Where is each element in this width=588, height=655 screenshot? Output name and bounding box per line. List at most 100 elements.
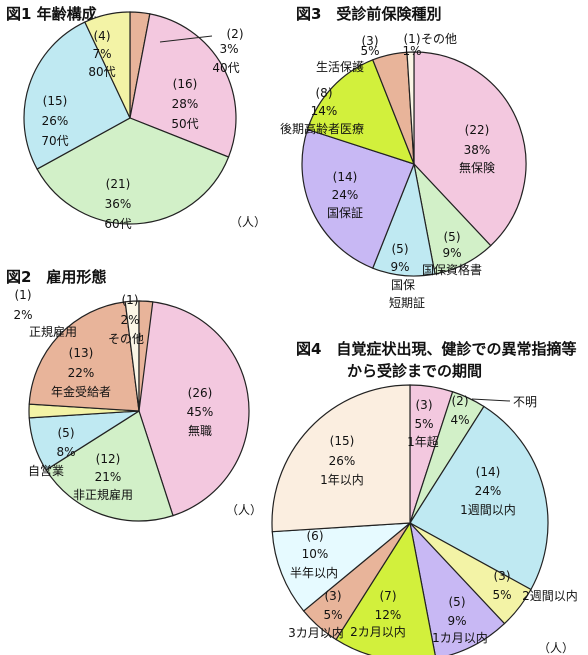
slice-percent: 14%	[311, 104, 338, 118]
slice-count: (8)	[316, 86, 333, 100]
slice-percent: 24%	[475, 484, 502, 498]
slice-percent: 21%	[95, 470, 122, 484]
chart-title: 図1 年齢構成	[6, 5, 97, 23]
slice-count: (1)	[15, 288, 32, 302]
chart-insurance-type: 図3 受診前保険種別 (22) 38% 無保険 (5) 9% 国保資格書 (5) 9% 国保短期…	[280, 5, 527, 310]
pie-slice-80代	[84, 11, 131, 119]
slice-name: 3カ月以内	[288, 626, 344, 640]
slice-count: (21)	[106, 177, 131, 191]
slice-percent: 24%	[332, 188, 359, 202]
slice-count: (5)	[392, 242, 409, 256]
slice-labels: (2)3% 40代 (16) 28% 50代 (21) 36% 60代 (15) 26% 70代 (4…	[41, 27, 243, 231]
slice-percent: 5%	[492, 588, 511, 602]
slice-name: 50代	[171, 117, 198, 131]
unit-label: （人）	[538, 641, 574, 655]
slice-labels: (26) 45% 無職 (12) 21% 非正規雇用 (5) 8% 自営業 (13) 22% 年金受給…	[13, 288, 213, 502]
leader-line	[471, 398, 511, 402]
slice-count: (1)	[122, 293, 139, 307]
slice-percent: 28%	[172, 97, 199, 111]
slice-percent: 38%	[464, 143, 491, 157]
slice-count: (14)	[476, 465, 501, 479]
pie-slice-1週間以内	[409, 405, 549, 591]
slice-percent: 2%	[13, 308, 32, 322]
slice-name: 後期高齢者医療	[280, 121, 364, 136]
slice-percent: 1%	[402, 44, 421, 58]
slice-name: 国保資格書	[422, 262, 482, 277]
pie-slice-年金受給者	[28, 301, 140, 412]
pie-slice-その他	[406, 51, 415, 165]
slice-name: 1週間以内	[460, 503, 516, 517]
chart-period-to-visit: 図4 自覚症状出現、健診での異常指摘等 から受診までの期間 （人） (3) 5% 1…	[271, 340, 578, 655]
slice-name: 無職	[188, 423, 212, 438]
pie-slice-無職	[138, 300, 250, 517]
chart-title-line-2: から受診までの期間	[347, 362, 482, 380]
slice-count: (26)	[188, 386, 213, 400]
unit-label: （人）	[226, 503, 262, 517]
slice-name: その他	[108, 332, 144, 346]
slice-count: (3)	[494, 569, 511, 583]
pie-slice-1年以内	[271, 384, 411, 533]
slice-percent: 4%	[450, 413, 469, 427]
slice-name: 1年超	[407, 434, 439, 449]
chart-title: 図3 受診前保険種別	[296, 5, 441, 23]
slice-percent: 9%	[447, 614, 466, 628]
pie-slice-その他	[138, 300, 154, 412]
pie-slice-1カ月以内	[409, 521, 506, 655]
slice-count: (5)	[58, 426, 75, 440]
slice-name: 80代	[88, 65, 115, 79]
slice-percent: 5%	[323, 608, 342, 622]
pie-slice-2カ月以内	[335, 521, 436, 655]
slice-percent: 22%	[68, 366, 95, 380]
slice-name-line-1: 国保	[391, 278, 415, 292]
slice-percent: 45%	[187, 405, 214, 419]
slice-percent: 9%	[442, 246, 461, 260]
slice-name: 不明	[513, 395, 537, 409]
slice-count: (3)	[325, 589, 342, 603]
slice-count: (15)	[330, 434, 355, 448]
slice-count: (16)	[173, 77, 198, 91]
slice-count: (5)	[444, 230, 461, 244]
slice-count: (14)	[333, 170, 358, 184]
slice-count: (6)	[307, 529, 324, 543]
slice-percent: 2%	[120, 313, 139, 327]
leader-line	[159, 35, 213, 43]
slice-name: 自営業	[28, 464, 64, 478]
slice-name: 60代	[104, 217, 131, 231]
slice-count: (1)	[404, 32, 421, 46]
chart-age-composition: 図1 年齢構成 （人） (2)3% 40代 (16) 28% 50代 (21) 36% 60代…	[6, 5, 266, 231]
slice-percent: 36%	[105, 197, 132, 211]
pie-slices	[301, 51, 527, 277]
slice-percent: 3%	[219, 42, 238, 56]
pie-slices	[23, 11, 237, 225]
pie-slices	[28, 300, 250, 522]
slice-count: (22)	[465, 123, 490, 137]
slice-name: その他	[421, 32, 457, 46]
slice-name: 無保険	[459, 160, 495, 175]
slice-name: 年金受給者	[51, 384, 111, 399]
slice-count: (7)	[380, 589, 397, 603]
slice-name: 2カ月以内	[350, 625, 406, 639]
slice-count: (3)	[362, 34, 379, 48]
pie-slice-50代	[129, 13, 237, 158]
slice-percent: 8%	[56, 445, 75, 459]
slice-name: 70代	[41, 134, 68, 148]
slice-name: 40代	[212, 61, 239, 75]
pie-slice-半年以内	[271, 522, 412, 612]
slice-labels: (3) 5% 1年超 (2) 4% 不明 (14) 24% 1週間以内 (3) 5% 2週間以内 (5)…	[288, 394, 578, 645]
pie-slices	[271, 384, 549, 655]
slice-percent: 9%	[390, 260, 409, 274]
pie-slice-非正規雇用	[45, 410, 174, 522]
slice-name: 正規雇用	[29, 324, 77, 339]
slice-name: 2週間以内	[522, 589, 578, 603]
unit-label: （人）	[230, 215, 266, 229]
slice-name-line-2: 短期証	[389, 296, 425, 310]
slice-percent: 12%	[375, 608, 402, 622]
pie-slice-60代	[36, 117, 230, 225]
slice-percent: 5%	[360, 44, 379, 58]
pie-slice-70代	[23, 21, 131, 170]
chart-title-line-1: 図4 自覚症状出現、健診での異常指摘等	[296, 340, 576, 358]
slice-count: (2)	[452, 394, 469, 408]
slice-percent: 5%	[414, 417, 433, 431]
slice-percent: 26%	[329, 454, 356, 468]
